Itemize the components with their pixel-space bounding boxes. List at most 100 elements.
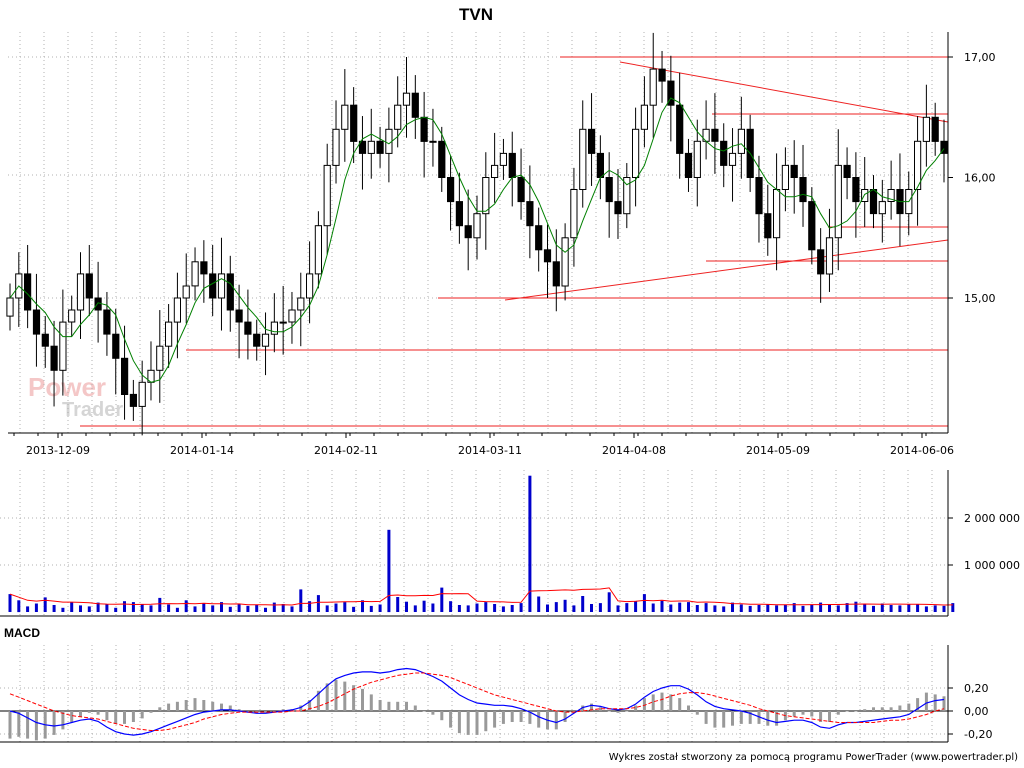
- macd-histogram-bar: [801, 711, 805, 715]
- macd-histogram-bar: [775, 711, 779, 726]
- macd-histogram-bar: [70, 711, 74, 722]
- volume-bar: [405, 601, 408, 612]
- candle-body: [332, 128, 340, 166]
- candle-body: [279, 321, 287, 324]
- volume-bar: [43, 597, 47, 612]
- volume-bar: [695, 605, 699, 612]
- volume-bar: [422, 600, 426, 612]
- macd-histogram-bar: [299, 705, 303, 711]
- candle-body: [24, 273, 32, 311]
- volume-bar: [642, 594, 646, 612]
- footer-credit: Wykres został stworzony za pomocą progra…: [609, 752, 1018, 763]
- volume-bar: [246, 605, 250, 612]
- volume-bar: [175, 607, 179, 612]
- candle-body: [341, 104, 349, 130]
- volume-bar: [924, 606, 928, 612]
- price-y-ticks: 17,00 16,00 15,00: [948, 51, 996, 305]
- macd-histogram-bar: [519, 711, 523, 722]
- volume-bar: [651, 603, 655, 612]
- macd-histogram-bar: [863, 709, 867, 711]
- volume-bar: [52, 605, 56, 612]
- volume-bar: [140, 604, 144, 612]
- candle-body: [605, 177, 613, 203]
- candle-body: [50, 345, 58, 371]
- volume-bar: [34, 603, 38, 612]
- candle-body: [720, 140, 728, 166]
- macd-histogram-bar: [845, 711, 849, 712]
- candle-body: [473, 213, 481, 239]
- volume-bar: [96, 602, 100, 612]
- volume-bar: [528, 475, 532, 612]
- candle-body: [728, 152, 737, 166]
- volume-bar: [70, 602, 74, 612]
- macd-histogram-bar: [264, 711, 267, 713]
- volume-bar: [775, 605, 779, 612]
- candle-body: [244, 321, 252, 335]
- candle-body: [737, 128, 745, 154]
- macd-histogram-bar: [528, 711, 532, 724]
- volume-bar: [343, 602, 347, 612]
- volume-bar: [713, 605, 717, 612]
- candle-body: [914, 140, 922, 191]
- candlesticks: [6, 32, 948, 436]
- candle-body: [649, 68, 657, 106]
- macd-histogram-bar: [175, 701, 179, 711]
- volume-bar: [572, 605, 576, 612]
- candle-body: [684, 152, 693, 178]
- volume-bar: [872, 605, 875, 612]
- candle-body: [588, 128, 596, 154]
- volume-bar: [739, 604, 743, 612]
- macd-histogram-bar: [281, 709, 285, 711]
- volume-bar: [361, 600, 364, 613]
- macd-y-tick-label: -0,20: [964, 728, 992, 741]
- volume-panel: 2 000 000 1 000 000: [0, 470, 1020, 617]
- volume-bar: [352, 606, 356, 612]
- macd-histogram-bar: [854, 711, 858, 712]
- candle-body: [878, 201, 886, 215]
- volume-bar: [131, 602, 135, 612]
- volume-bar: [581, 596, 585, 612]
- macd-histogram-bar: [228, 705, 232, 711]
- volume-bar: [228, 606, 232, 612]
- trend-line: [619, 61, 949, 123]
- volume-bar: [783, 604, 787, 612]
- candle-body: [394, 104, 402, 130]
- volume-bar: [475, 603, 479, 612]
- volume-bar: [687, 602, 690, 612]
- volume-bars: [8, 475, 955, 613]
- macd-histogram-bar: [704, 711, 708, 724]
- volume-bar: [634, 601, 638, 612]
- macd-histogram-bar: [193, 698, 197, 711]
- volume-bar: [158, 597, 162, 612]
- macd-grid: [0, 645, 948, 742]
- macd-histogram-bar: [757, 711, 761, 724]
- candle-body: [6, 297, 14, 317]
- volume-bar: [87, 606, 91, 612]
- macd-histogram-bar: [722, 711, 726, 728]
- candle-body: [464, 225, 472, 239]
- macd-histogram-bar: [581, 705, 585, 711]
- candle-body: [499, 152, 507, 166]
- price-moving-average: [9, 97, 945, 383]
- macd-histogram-bar: [651, 694, 655, 711]
- candle-body: [200, 261, 208, 275]
- macd-histogram-bar: [898, 705, 902, 711]
- macd-histogram-bar: [431, 711, 435, 715]
- volume-bar: [378, 604, 382, 612]
- volume-y-ticks: 2 000 000 1 000 000: [948, 512, 1020, 572]
- volume-bar: [678, 602, 682, 612]
- candle-body: [596, 152, 604, 178]
- macd-histogram-bar: [61, 711, 65, 730]
- macd-histogram-bar: [678, 698, 682, 711]
- x-tick-label: 2013-12-09: [26, 444, 90, 457]
- macd-histogram-bar: [695, 711, 699, 715]
- candle-body: [676, 104, 684, 154]
- candle-body: [209, 273, 217, 299]
- chart-title: TVN: [459, 5, 493, 24]
- candle-body: [623, 177, 631, 215]
- macd-histogram-bar: [616, 711, 620, 713]
- volume-bar: [202, 603, 206, 612]
- macd-histogram-bar: [475, 711, 479, 735]
- volume-bar: [299, 589, 303, 612]
- candle-body: [94, 297, 102, 311]
